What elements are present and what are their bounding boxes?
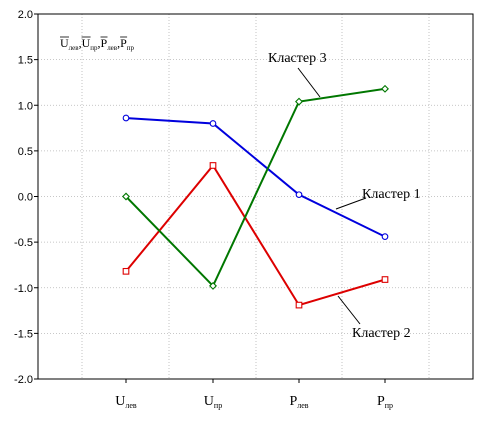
annotation-leader: [335, 197, 367, 210]
series-Кластер 2: [122, 162, 389, 309]
data-point: [295, 97, 303, 106]
y-tick-label: 1.0: [18, 100, 33, 112]
data-point: [381, 233, 389, 240]
data-point: [209, 162, 217, 169]
data-point: [209, 281, 217, 290]
annotation-leader: [297, 67, 321, 98]
x-tick-label: Pпр: [377, 394, 393, 410]
series-label: Кластер 1: [362, 187, 421, 202]
data-point: [381, 276, 389, 283]
y-tick-label: -1.5: [14, 328, 33, 340]
series-annotations: Кластер 1 Кластер 2 Кластер 3: [268, 51, 421, 341]
series-line: [125, 163, 386, 307]
x-tick-label: Uпр: [204, 394, 222, 410]
y-tick-label: 2.0: [18, 9, 33, 21]
y-tick-label: -1.0: [14, 283, 33, 295]
series-Кластер 1: [122, 114, 389, 240]
data-point: [381, 84, 389, 93]
y-tick-label: 1.5: [18, 55, 33, 67]
data-point: [122, 114, 130, 122]
data-point: [295, 191, 303, 199]
annotation-leader: [337, 295, 361, 325]
x-tick-label: Pлев: [289, 394, 308, 410]
y-tick-label: 0.0: [18, 192, 33, 204]
x-axis-ticks: Uлев Uпр Pлев Pпр: [115, 379, 393, 410]
series-group: [122, 84, 389, 309]
x-tick-label: Uлев: [115, 394, 137, 410]
series-label: Кластер 2: [352, 326, 411, 341]
y-tick-label: 0.5: [18, 146, 33, 158]
data-point: [122, 267, 130, 275]
data-point: [122, 192, 130, 201]
data-point: [209, 120, 217, 127]
chart-title: Uлев,Uпр,Pлев,Pпр: [60, 36, 135, 52]
series-label: Кластер 3: [268, 51, 327, 66]
y-tick-label: -2.0: [14, 374, 33, 386]
series-line: [125, 87, 386, 288]
grid-lines: [38, 14, 473, 379]
data-point: [295, 301, 303, 309]
series-Кластер 3: [122, 84, 389, 290]
y-tick-label: -0.5: [14, 237, 33, 249]
y-axis-ticks: 2.0 1.5 1.0 0.5 0.0 -0.5 -1.0 -1.5 -2.0: [14, 9, 38, 386]
series-line: [125, 117, 386, 238]
